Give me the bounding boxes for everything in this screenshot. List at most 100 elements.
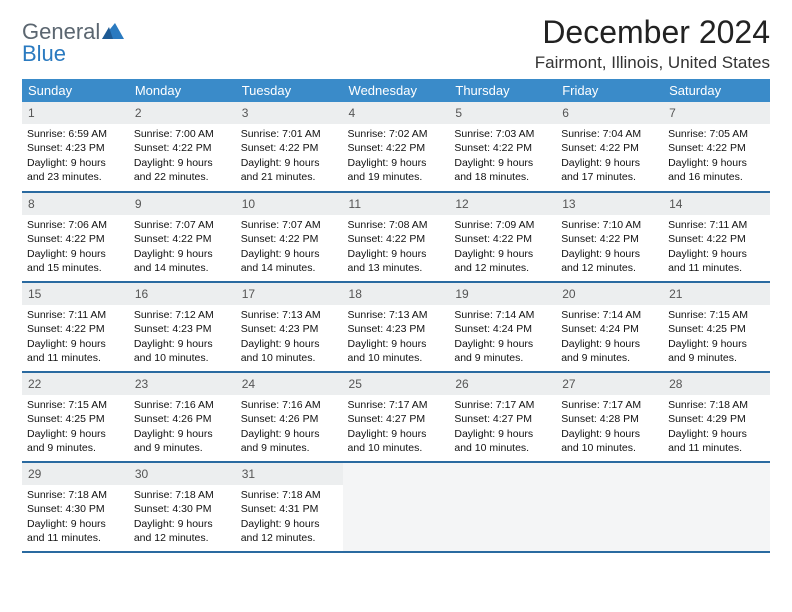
day-number: 1 (22, 102, 129, 124)
day-number: 22 (22, 373, 129, 395)
weekday-header: Sunday (22, 79, 129, 102)
sunrise-line: Sunrise: 7:17 AM (561, 398, 658, 412)
day-cell: 29Sunrise: 7:18 AMSunset: 4:30 PMDayligh… (22, 463, 129, 551)
day-number: 31 (236, 463, 343, 485)
day-number: 11 (343, 193, 450, 215)
daylight-line: Daylight: 9 hours and 13 minutes. (348, 247, 445, 275)
day-number: 12 (449, 193, 556, 215)
calendar-cell: 16Sunrise: 7:12 AMSunset: 4:23 PMDayligh… (129, 282, 236, 372)
day-body: Sunrise: 7:15 AMSunset: 4:25 PMDaylight:… (22, 395, 129, 461)
daylight-line: Daylight: 9 hours and 14 minutes. (134, 247, 231, 275)
sunset-line: Sunset: 4:31 PM (241, 502, 338, 516)
calendar-week-row: 22Sunrise: 7:15 AMSunset: 4:25 PMDayligh… (22, 372, 770, 462)
daylight-line: Daylight: 9 hours and 10 minutes. (454, 427, 551, 455)
calendar-week-row: 29Sunrise: 7:18 AMSunset: 4:30 PMDayligh… (22, 462, 770, 552)
calendar-cell: 12Sunrise: 7:09 AMSunset: 4:22 PMDayligh… (449, 192, 556, 282)
day-number: 26 (449, 373, 556, 395)
day-number: 21 (663, 283, 770, 305)
empty-cell (663, 462, 770, 552)
daylight-line: Daylight: 9 hours and 9 minutes. (561, 337, 658, 365)
day-cell: 14Sunrise: 7:11 AMSunset: 4:22 PMDayligh… (663, 193, 770, 281)
day-number: 18 (343, 283, 450, 305)
calendar-cell: 18Sunrise: 7:13 AMSunset: 4:23 PMDayligh… (343, 282, 450, 372)
calendar-cell: 3Sunrise: 7:01 AMSunset: 4:22 PMDaylight… (236, 102, 343, 192)
day-body: Sunrise: 7:18 AMSunset: 4:29 PMDaylight:… (663, 395, 770, 461)
daylight-line: Daylight: 9 hours and 9 minutes. (668, 337, 765, 365)
sunset-line: Sunset: 4:23 PM (134, 322, 231, 336)
day-body: Sunrise: 7:06 AMSunset: 4:22 PMDaylight:… (22, 215, 129, 281)
logo: General Blue (22, 14, 124, 64)
sunrise-line: Sunrise: 7:13 AM (241, 308, 338, 322)
location-subtitle: Fairmont, Illinois, United States (535, 53, 770, 73)
daylight-line: Daylight: 9 hours and 11 minutes. (27, 517, 124, 545)
calendar-cell: 9Sunrise: 7:07 AMSunset: 4:22 PMDaylight… (129, 192, 236, 282)
calendar-cell: 8Sunrise: 7:06 AMSunset: 4:22 PMDaylight… (22, 192, 129, 282)
sunset-line: Sunset: 4:22 PM (241, 232, 338, 246)
logo-sail-icon (102, 26, 124, 43)
day-number: 13 (556, 193, 663, 215)
sunrise-line: Sunrise: 7:07 AM (241, 218, 338, 232)
day-body: Sunrise: 7:14 AMSunset: 4:24 PMDaylight:… (449, 305, 556, 371)
daylight-line: Daylight: 9 hours and 10 minutes. (561, 427, 658, 455)
sunrise-line: Sunrise: 7:03 AM (454, 127, 551, 141)
day-body: Sunrise: 7:05 AMSunset: 4:22 PMDaylight:… (663, 124, 770, 190)
day-body: Sunrise: 7:16 AMSunset: 4:26 PMDaylight:… (129, 395, 236, 461)
day-cell: 19Sunrise: 7:14 AMSunset: 4:24 PMDayligh… (449, 283, 556, 371)
day-number: 9 (129, 193, 236, 215)
sunrise-line: Sunrise: 7:17 AM (454, 398, 551, 412)
sunrise-line: Sunrise: 7:18 AM (668, 398, 765, 412)
sunrise-line: Sunrise: 6:59 AM (27, 127, 124, 141)
calendar-cell: 21Sunrise: 7:15 AMSunset: 4:25 PMDayligh… (663, 282, 770, 372)
day-body: Sunrise: 7:15 AMSunset: 4:25 PMDaylight:… (663, 305, 770, 371)
calendar-cell: 27Sunrise: 7:17 AMSunset: 4:28 PMDayligh… (556, 372, 663, 462)
sunrise-line: Sunrise: 7:15 AM (668, 308, 765, 322)
sunrise-line: Sunrise: 7:13 AM (348, 308, 445, 322)
daylight-line: Daylight: 9 hours and 22 minutes. (134, 156, 231, 184)
empty-cell (449, 462, 556, 552)
day-number: 17 (236, 283, 343, 305)
daylight-line: Daylight: 9 hours and 12 minutes. (561, 247, 658, 275)
day-number: 29 (22, 463, 129, 485)
day-cell: 13Sunrise: 7:10 AMSunset: 4:22 PMDayligh… (556, 193, 663, 281)
daylight-line: Daylight: 9 hours and 9 minutes. (134, 427, 231, 455)
day-body: Sunrise: 7:04 AMSunset: 4:22 PMDaylight:… (556, 124, 663, 190)
sunrise-line: Sunrise: 7:02 AM (348, 127, 445, 141)
daylight-line: Daylight: 9 hours and 12 minutes. (241, 517, 338, 545)
sunrise-line: Sunrise: 7:04 AM (561, 127, 658, 141)
day-body: Sunrise: 7:09 AMSunset: 4:22 PMDaylight:… (449, 215, 556, 281)
day-cell: 17Sunrise: 7:13 AMSunset: 4:23 PMDayligh… (236, 283, 343, 371)
day-cell: 30Sunrise: 7:18 AMSunset: 4:30 PMDayligh… (129, 463, 236, 551)
daylight-line: Daylight: 9 hours and 10 minutes. (348, 427, 445, 455)
day-number: 15 (22, 283, 129, 305)
header: General Blue December 2024 Fairmont, Ill… (22, 14, 770, 73)
day-cell: 1Sunrise: 6:59 AMSunset: 4:23 PMDaylight… (22, 102, 129, 190)
daylight-line: Daylight: 9 hours and 10 minutes. (241, 337, 338, 365)
day-cell: 21Sunrise: 7:15 AMSunset: 4:25 PMDayligh… (663, 283, 770, 371)
calendar-cell: 25Sunrise: 7:17 AMSunset: 4:27 PMDayligh… (343, 372, 450, 462)
daylight-line: Daylight: 9 hours and 12 minutes. (134, 517, 231, 545)
day-cell: 10Sunrise: 7:07 AMSunset: 4:22 PMDayligh… (236, 193, 343, 281)
sunset-line: Sunset: 4:22 PM (348, 232, 445, 246)
day-cell: 26Sunrise: 7:17 AMSunset: 4:27 PMDayligh… (449, 373, 556, 461)
day-body: Sunrise: 7:11 AMSunset: 4:22 PMDaylight:… (22, 305, 129, 371)
calendar-cell: 20Sunrise: 7:14 AMSunset: 4:24 PMDayligh… (556, 282, 663, 372)
day-cell: 22Sunrise: 7:15 AMSunset: 4:25 PMDayligh… (22, 373, 129, 461)
logo-text-blue: Blue (22, 44, 124, 64)
daylight-line: Daylight: 9 hours and 18 minutes. (454, 156, 551, 184)
day-body: Sunrise: 7:02 AMSunset: 4:22 PMDaylight:… (343, 124, 450, 190)
sunset-line: Sunset: 4:24 PM (454, 322, 551, 336)
calendar-table: Sunday Monday Tuesday Wednesday Thursday… (22, 79, 770, 553)
calendar-cell: 31 Sunrise: 7:18 AMSunset: 4:31 PMDayligh… (236, 462, 343, 552)
calendar-cell: 28Sunrise: 7:18 AMSunset: 4:29 PMDayligh… (663, 372, 770, 462)
daylight-line: Daylight: 9 hours and 11 minutes. (668, 427, 765, 455)
sunrise-line: Sunrise: 7:18 AM (241, 488, 338, 502)
sunset-line: Sunset: 4:22 PM (561, 232, 658, 246)
day-body: Sunrise: 7:17 AMSunset: 4:28 PMDaylight:… (556, 395, 663, 461)
day-body: Sunrise: 7:12 AMSunset: 4:23 PMDaylight:… (129, 305, 236, 371)
weekday-header: Thursday (449, 79, 556, 102)
day-number: 24 (236, 373, 343, 395)
daylight-line: Daylight: 9 hours and 21 minutes. (241, 156, 338, 184)
sunset-line: Sunset: 4:26 PM (241, 412, 338, 426)
day-cell: 3Sunrise: 7:01 AMSunset: 4:22 PMDaylight… (236, 102, 343, 190)
day-body: Sunrise: 7:18 AMSunset: 4:30 PMDaylight:… (22, 485, 129, 551)
